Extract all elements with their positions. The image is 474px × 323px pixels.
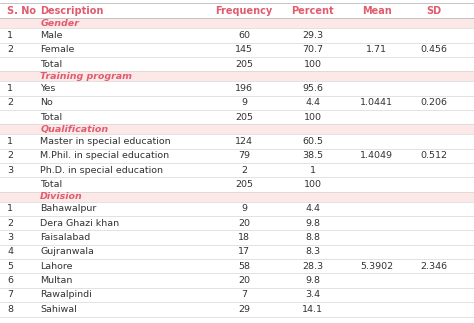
Bar [0, 18, 474, 28]
Text: 124: 124 [235, 137, 253, 146]
Text: 0.512: 0.512 [420, 151, 447, 160]
Text: Lahore: Lahore [40, 262, 73, 271]
Text: 38.5: 38.5 [302, 151, 323, 160]
Text: 2: 2 [241, 166, 247, 175]
Text: 4.4: 4.4 [305, 98, 320, 107]
Text: 20: 20 [238, 219, 250, 228]
Bar [0, 192, 474, 202]
Text: 29.3: 29.3 [302, 31, 323, 40]
Text: 79: 79 [238, 151, 250, 160]
Text: 6: 6 [7, 276, 13, 285]
Text: Training program: Training program [40, 72, 132, 81]
Text: 4: 4 [7, 247, 13, 256]
Text: 95.6: 95.6 [302, 84, 323, 93]
Text: 3: 3 [7, 233, 13, 242]
Text: 2: 2 [7, 219, 13, 228]
Text: Multan: Multan [40, 276, 73, 285]
Text: 100: 100 [304, 60, 322, 69]
Text: Male: Male [40, 31, 63, 40]
Text: 0.206: 0.206 [420, 98, 447, 107]
Text: 196: 196 [235, 84, 253, 93]
Text: 17: 17 [238, 247, 250, 256]
Text: 4.4: 4.4 [305, 204, 320, 213]
Text: 5.3902: 5.3902 [360, 262, 393, 271]
Text: SD: SD [426, 6, 441, 16]
Text: 7: 7 [241, 290, 247, 299]
Text: Gujranwala: Gujranwala [40, 247, 94, 256]
Text: 8.3: 8.3 [305, 247, 320, 256]
Text: Total: Total [40, 113, 63, 122]
Text: Description: Description [40, 6, 104, 16]
Text: 9.8: 9.8 [305, 219, 320, 228]
Text: 100: 100 [304, 180, 322, 189]
Text: 29: 29 [238, 305, 250, 314]
Bar [0, 124, 474, 134]
Text: Total: Total [40, 60, 63, 69]
Text: 1.71: 1.71 [366, 45, 387, 54]
Text: 145: 145 [235, 45, 253, 54]
Text: Division: Division [40, 192, 83, 201]
Text: M.Phil. in special education: M.Phil. in special education [40, 151, 169, 160]
Text: 1: 1 [310, 166, 316, 175]
Text: 100: 100 [304, 113, 322, 122]
Text: 205: 205 [235, 180, 253, 189]
Text: 60.5: 60.5 [302, 137, 323, 146]
Text: 20: 20 [238, 276, 250, 285]
Text: 1: 1 [7, 31, 13, 40]
Text: 2: 2 [7, 45, 13, 54]
Text: Rawalpindi: Rawalpindi [40, 290, 92, 299]
Text: 205: 205 [235, 60, 253, 69]
Text: 9: 9 [241, 98, 247, 107]
Text: 70.7: 70.7 [302, 45, 323, 54]
Text: 2.346: 2.346 [420, 262, 447, 271]
Text: 1.0441: 1.0441 [360, 98, 393, 107]
Text: Yes: Yes [40, 84, 55, 93]
Text: Bahawalpur: Bahawalpur [40, 204, 97, 213]
Text: No: No [40, 98, 53, 107]
Text: 14.1: 14.1 [302, 305, 323, 314]
Text: 8.8: 8.8 [305, 233, 320, 242]
Text: 9.8: 9.8 [305, 276, 320, 285]
Text: 2: 2 [7, 151, 13, 160]
Text: 58: 58 [238, 262, 250, 271]
Text: 60: 60 [238, 31, 250, 40]
Text: 1: 1 [7, 84, 13, 93]
Text: Mean: Mean [362, 6, 392, 16]
Text: Qualification: Qualification [40, 125, 109, 134]
Text: 3: 3 [7, 166, 13, 175]
Text: Dera Ghazi khan: Dera Ghazi khan [40, 219, 119, 228]
Text: S. No: S. No [7, 6, 36, 16]
Text: Female: Female [40, 45, 75, 54]
Text: 1.4049: 1.4049 [360, 151, 393, 160]
Text: Gender: Gender [40, 19, 79, 28]
Text: Sahiwal: Sahiwal [40, 305, 77, 314]
Text: 7: 7 [7, 290, 13, 299]
Text: Master in special education: Master in special education [40, 137, 171, 146]
Text: Total: Total [40, 180, 63, 189]
Text: 1: 1 [7, 204, 13, 213]
Text: 1: 1 [7, 137, 13, 146]
Text: 2: 2 [7, 98, 13, 107]
Text: 9: 9 [241, 204, 247, 213]
Text: 3.4: 3.4 [305, 290, 320, 299]
Text: Faisalabad: Faisalabad [40, 233, 91, 242]
Text: Percent: Percent [292, 6, 334, 16]
Text: 5: 5 [7, 262, 13, 271]
Text: 0.456: 0.456 [420, 45, 447, 54]
Text: Ph.D. in special education: Ph.D. in special education [40, 166, 163, 175]
Text: 8: 8 [7, 305, 13, 314]
Bar [0, 71, 474, 81]
Text: 28.3: 28.3 [302, 262, 323, 271]
Text: 18: 18 [238, 233, 250, 242]
Text: Frequency: Frequency [216, 6, 273, 16]
Text: 205: 205 [235, 113, 253, 122]
